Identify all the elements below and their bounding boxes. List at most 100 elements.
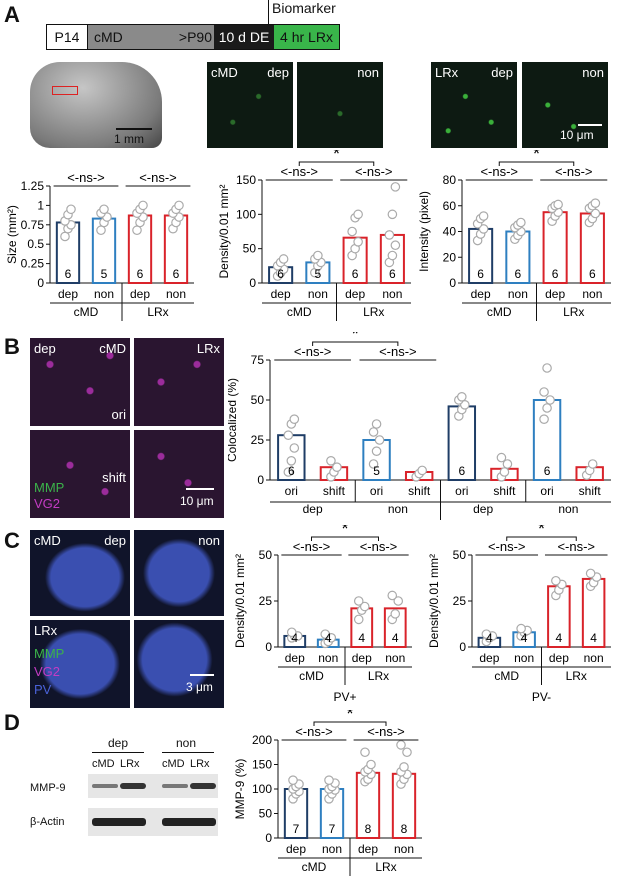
category-label: non bbox=[385, 651, 405, 665]
category-label: non bbox=[584, 651, 604, 665]
category-label: dep bbox=[271, 287, 291, 301]
blot-actin-label: β-Actin bbox=[30, 816, 65, 828]
significance-star: * bbox=[533, 150, 540, 164]
data-point bbox=[286, 627, 297, 638]
y-tick-label: 50 bbox=[453, 548, 467, 562]
ns-annotation: <-ns-> bbox=[360, 539, 398, 554]
micro-c-lrx-dep: LRx MMP VG2 PV bbox=[30, 620, 130, 708]
y-tick-label: 0 bbox=[265, 640, 272, 654]
biomarker-tick bbox=[268, 0, 269, 24]
micro-b-cmd-shift: MMP VG2 shift bbox=[30, 430, 130, 518]
data-point bbox=[387, 250, 398, 261]
blot-dep-line bbox=[92, 752, 144, 753]
data-point bbox=[278, 254, 289, 264]
significance-star: * bbox=[341, 525, 348, 539]
y-tick-label: 25 bbox=[251, 433, 265, 447]
category-label: ori bbox=[370, 484, 383, 498]
data-point bbox=[516, 217, 526, 228]
n-label: 4 bbox=[521, 631, 528, 645]
category-label: ori bbox=[455, 484, 468, 498]
y-tick-label: 0 bbox=[257, 473, 264, 487]
n-label: 4 bbox=[291, 631, 298, 645]
y-tick-label: 40 bbox=[443, 225, 457, 239]
data-point bbox=[324, 775, 334, 785]
n-label: 4 bbox=[486, 631, 493, 645]
significance-bracket bbox=[298, 161, 375, 166]
blot-mmp9-label: MMP-9 bbox=[30, 782, 66, 794]
ns-annotation: <-ns-> bbox=[139, 170, 177, 185]
blot-lane-lrx1: LRx bbox=[120, 758, 140, 770]
y-tick-label: 150 bbox=[236, 173, 256, 187]
y-tick-label: 75 bbox=[251, 353, 265, 367]
n-label: 6 bbox=[65, 267, 72, 281]
blot-lane-cmd2: cMD bbox=[162, 758, 185, 770]
n-label: 6 bbox=[589, 267, 596, 281]
blot-actin-strip bbox=[88, 808, 218, 836]
significance-star: * bbox=[346, 710, 353, 724]
chart-b-colocalized: 0 25 50 75 Colocalized (%) 6 ori shift 5 ori shift… bbox=[228, 332, 611, 522]
data-point bbox=[496, 452, 507, 463]
data-point bbox=[545, 395, 555, 405]
data-point bbox=[384, 230, 395, 240]
category-label: non bbox=[582, 287, 602, 301]
data-point bbox=[585, 568, 596, 579]
micro-b-cmd-ori: dep cMD ori bbox=[30, 338, 130, 426]
data-point bbox=[387, 590, 398, 601]
category-label: dep bbox=[130, 287, 150, 301]
data-point bbox=[478, 211, 489, 221]
data-point bbox=[353, 209, 363, 220]
data-point bbox=[368, 427, 379, 437]
western-blot: dep non cMD LRx cMD LRx MMP-9 β-Actin bbox=[30, 736, 230, 846]
data-point bbox=[539, 414, 549, 424]
data-point bbox=[499, 467, 510, 477]
category-label: non bbox=[394, 842, 414, 856]
y-tick-label: 0 bbox=[449, 276, 456, 290]
significance-bracket bbox=[506, 536, 577, 541]
y-tick-label: 200 bbox=[252, 733, 272, 747]
category-label: non bbox=[514, 651, 534, 665]
blot-non-line bbox=[162, 752, 214, 753]
data-point bbox=[590, 198, 601, 208]
n-label: 4 bbox=[358, 631, 365, 645]
significance-bracket bbox=[498, 161, 575, 166]
significance-bracket bbox=[312, 341, 399, 346]
y-tick-label: 20 bbox=[443, 250, 457, 264]
y-axis-label: Intensity (pixel) bbox=[417, 191, 431, 272]
brain-slice-image: 1 mm bbox=[30, 62, 162, 148]
n-label: 6 bbox=[277, 267, 284, 281]
chart-a3-intensity: 0 20 40 60 80 Intensity (pixel) 6 dep 6 non 6 dep 6 n… bbox=[417, 150, 611, 321]
data-point bbox=[320, 629, 331, 639]
micro-a-lrx-non: non 10 μm bbox=[522, 62, 608, 148]
n-label: 6 bbox=[458, 464, 465, 478]
y-tick-label: 50 bbox=[259, 548, 273, 562]
data-point bbox=[359, 601, 370, 612]
n-label: 6 bbox=[552, 267, 559, 281]
data-point bbox=[417, 465, 427, 476]
data-point bbox=[387, 209, 398, 220]
y-tick-label: 25 bbox=[453, 594, 467, 608]
data-point bbox=[390, 240, 401, 251]
data-point bbox=[289, 414, 300, 424]
ns-annotation: <-ns-> bbox=[67, 170, 105, 185]
n-label: 6 bbox=[352, 267, 359, 281]
group-label: cMD bbox=[487, 305, 512, 319]
n-label: 5 bbox=[373, 464, 380, 478]
ns-annotation: <-ns-> bbox=[293, 539, 331, 554]
data-point bbox=[542, 363, 552, 373]
y-tick-label: 0 bbox=[37, 276, 44, 290]
data-point bbox=[283, 430, 294, 440]
blot-dep-label: dep bbox=[108, 736, 129, 750]
chart-c2-pv-minus: 0 25 50 Density/0.01 mm² 4 dep 4 non 4 dep 4 non cMD… bbox=[427, 525, 611, 704]
n-label: 4 bbox=[392, 631, 399, 645]
data-point bbox=[457, 392, 467, 402]
n-label: 8 bbox=[365, 822, 372, 836]
category-label: shift bbox=[408, 484, 431, 498]
significance-star: * bbox=[538, 525, 545, 539]
y-tick-label: 0 bbox=[459, 640, 466, 654]
data-point bbox=[326, 456, 336, 466]
group-label: LRx bbox=[147, 305, 168, 319]
panel-letter-c: C bbox=[4, 528, 20, 553]
ns-annotation: <-ns-> bbox=[294, 344, 332, 359]
data-point bbox=[551, 575, 561, 586]
ns-annotation: <-ns-> bbox=[367, 724, 405, 739]
